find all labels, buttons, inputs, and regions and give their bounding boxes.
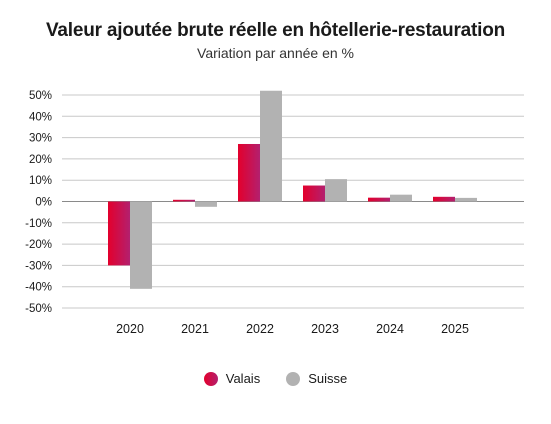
legend-swatch-valais [203,371,218,386]
bar-valais-2025 [433,196,455,202]
legend-swatch-suisse [286,371,301,386]
bar-suisse-2020 [130,201,152,289]
x-tick-label: 2023 [311,322,339,336]
chart-subtitle: Variation par année en % [197,45,354,61]
bar-suisse-2025 [455,197,477,202]
bar-suisse-2021 [195,201,217,207]
bar-suisse-2022 [260,90,282,202]
y-tick-label: 50% [29,90,52,102]
bar-valais-2024 [368,197,390,202]
y-tick-label: 40% [29,111,52,123]
y-tick-label: -30% [25,260,52,272]
bar-valais-2020 [108,201,130,266]
bar-valais-2023 [303,185,325,202]
bars [108,90,477,289]
y-tick-label: 0% [35,197,52,209]
x-tick-label: 2020 [116,322,144,336]
bar-valais-2021 [173,199,195,202]
x-tick-label: 2021 [181,322,209,336]
x-axis-labels: 2020 2021 2022 2023 2024 2025 [116,322,469,336]
y-tick-label: -10% [25,218,52,230]
legend-label-suisse: Suisse [308,371,348,386]
legend-item-suisse: Suisse [286,371,347,386]
y-tick-label: 10% [29,175,52,187]
y-tick-label: -20% [25,239,52,251]
chart-title: Valeur ajoutée brute réelle en hôtelleri… [45,20,506,41]
bar-valais-2022 [238,143,260,202]
y-tick-label: -50% [25,303,52,315]
y-tick-label: -40% [25,282,52,294]
x-tick-label: 2025 [441,322,469,336]
x-tick-label: 2022 [246,322,274,336]
y-tick-label: 20% [29,154,52,166]
legend-label-valais: Valais [225,371,261,386]
y-axis-labels: 50% 40% 30% 20% 10% 0% -10% -20% -30% -40% -50% [25,90,52,315]
x-tick-label: 2024 [376,322,404,336]
bar-suisse-2024 [390,194,412,202]
y-tick-label: 30% [29,133,52,145]
bar-suisse-2023 [325,179,347,202]
legend: Valais Suisse [0,371,551,386]
legend-item-valais: Valais [203,371,261,386]
